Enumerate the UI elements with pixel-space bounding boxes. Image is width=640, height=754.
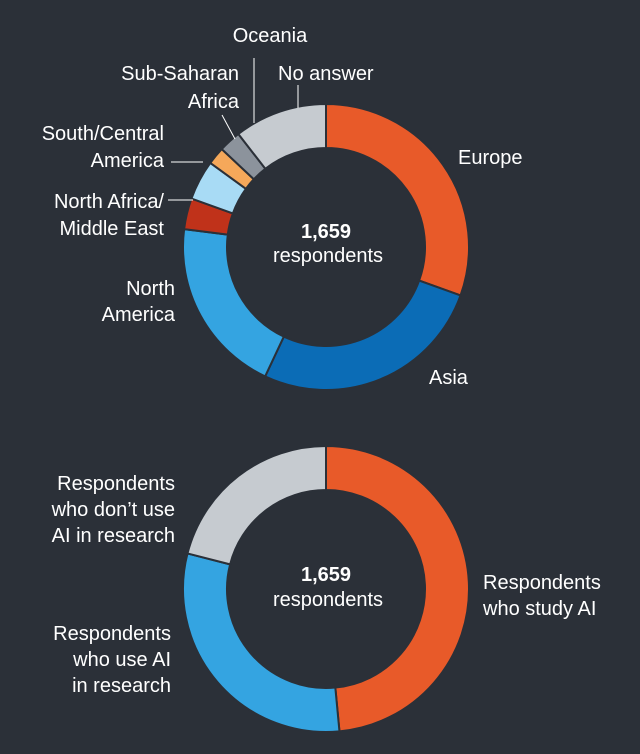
slice-label-oceania: Oceania [233, 25, 308, 47]
slice-label-europe: Europe [458, 147, 523, 169]
donut-chart-ai-use: 1,659 respondents Respondents who don’t u… [51, 444, 601, 733]
slice-label-asia: Asia [429, 367, 469, 389]
donut2-slices [182, 444, 470, 733]
slice-label-sub-saharan-africa: Sub-Saharan Africa [121, 63, 240, 113]
donut2-slice-0 [325, 444, 470, 733]
leader-line-sub-saharan-africa [221, 114, 236, 140]
slice-label-south-central-america: South/Central America [42, 123, 165, 172]
slice-label-dont-use-ai: Respondents who don’t use AI in research [51, 473, 175, 547]
slice-label-north-america: North America [102, 278, 176, 326]
donut2-center-label: respondents [273, 589, 383, 611]
donut1-slice-7 [236, 102, 327, 171]
slice-label-study-ai: Respondents who study AI [482, 572, 601, 620]
donut1-slice-2 [182, 227, 286, 378]
donut1-center-value: 1,659 [301, 221, 351, 243]
donut1-center-label: respondents [273, 245, 383, 267]
donut1-slices [182, 102, 470, 391]
donut2-slice-1 [182, 552, 341, 733]
slice-label-no-answer: No answer [278, 63, 374, 85]
donut2-center-value: 1,659 [301, 564, 351, 586]
slice-label-use-ai: Respondents who use AI in research [53, 623, 171, 697]
donut1-slice-0 [325, 102, 470, 297]
slice-label-north-africa-middle-east: North Africa/Middle East [54, 191, 164, 240]
donut-chart-regions: 1,659 respondents Oceania Sub-Saharan Afr… [42, 25, 523, 391]
donut2-slice-2 [186, 444, 327, 566]
